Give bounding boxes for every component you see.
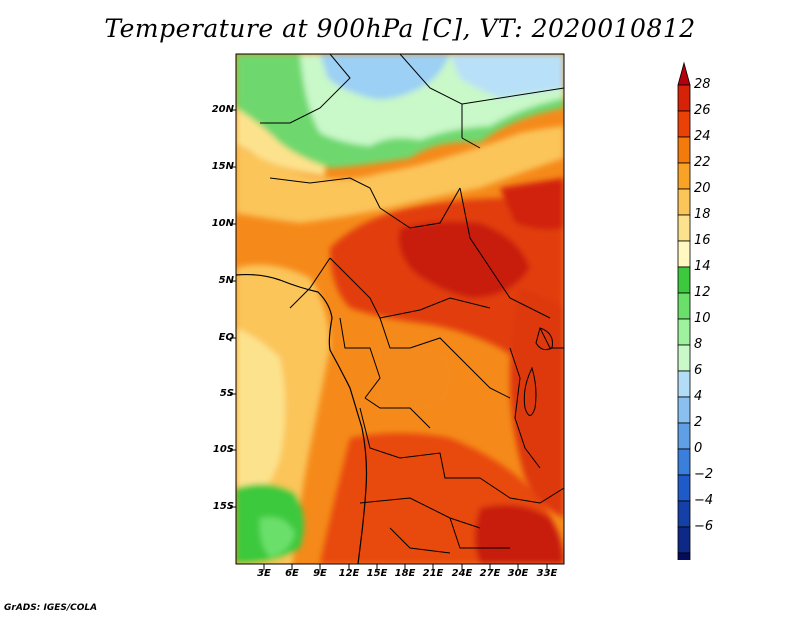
- colorbar-label-26: 26: [694, 103, 711, 118]
- colorbar-band: [677, 214, 691, 242]
- lon-label-6e: 6E: [285, 568, 299, 579]
- map-svg: [230, 53, 565, 570]
- colorbar-label-4: 4: [694, 389, 703, 404]
- colorbar-label-8: 8: [694, 337, 703, 352]
- lon-label-12e: 12E: [338, 568, 360, 579]
- lon-label-9e: 9E: [313, 568, 327, 579]
- coastline: [236, 273, 368, 564]
- lon-label-27e: 27E: [479, 568, 501, 579]
- colorbar-band: [677, 448, 691, 476]
- colorbar-band: [677, 110, 691, 138]
- map-frame: [235, 53, 565, 565]
- lat-label-5s: 5S: [219, 388, 234, 399]
- temperature-field: [236, 54, 564, 564]
- colorbar-band: [677, 370, 691, 398]
- colorbar-label-20: 20: [694, 181, 711, 196]
- colorbar-band: [677, 552, 691, 580]
- colorbar-band: [677, 344, 691, 372]
- lat-label-10n: 10N: [211, 218, 234, 229]
- colorbar-label-24: 24: [694, 129, 711, 144]
- colorbar-band: [677, 84, 691, 112]
- lon-label-33e: 33E: [536, 568, 558, 579]
- colorbar-label-0: 0: [694, 441, 703, 456]
- colorbar-band: [677, 240, 691, 268]
- lon-label-30e: 30E: [507, 568, 529, 579]
- lat-label-15n: 15N: [211, 161, 234, 172]
- colorbar-band: [677, 318, 691, 346]
- colorbar-band: [677, 500, 691, 528]
- colorbar-label-2: 2: [694, 415, 703, 430]
- colorbar-label-10: 10: [694, 311, 711, 326]
- colorbar-label-6: 6: [694, 363, 703, 378]
- colorbar-label-28: 28: [694, 77, 711, 92]
- colorbar-label-16: 16: [694, 233, 711, 248]
- temperature-map: 20N 15N 10N 5N EQ 5S 10S 15S 3E 6E 9E 12…: [180, 48, 600, 588]
- lat-label-5n: 5N: [218, 275, 234, 286]
- lon-label-15e: 15E: [366, 568, 388, 579]
- colorbar-band: [677, 188, 691, 216]
- colorbar-band: [677, 292, 691, 320]
- colorbar-band: [677, 162, 691, 190]
- colorbar-band: [677, 266, 691, 294]
- colorbar-label-minus2: −2: [694, 467, 714, 482]
- colorbar-label-14: 14: [694, 259, 711, 274]
- lat-label-10s: 10S: [212, 444, 234, 455]
- country-borders: [260, 54, 564, 554]
- colorbar-label-22: 22: [694, 155, 711, 170]
- colorbar-band: [677, 136, 691, 164]
- lat-label-eq: EQ: [218, 332, 234, 343]
- colorbar-band: [677, 526, 691, 554]
- colorbar-label-minus4: −4: [694, 493, 714, 508]
- lon-label-18e: 18E: [394, 568, 416, 579]
- lon-label-3e: 3E: [257, 568, 271, 579]
- chart-title: Temperature at 900hPa [C], VT: 202001081…: [104, 14, 696, 43]
- grads-credit: GrADS: IGES/COLA: [4, 603, 98, 613]
- colorbar-label-minus6: −6: [694, 519, 714, 534]
- colorbar-svg: [677, 61, 691, 603]
- colorbar: 28 26 24 22 20 18 16 14 12 10 8 6 4 2 0 …: [672, 60, 792, 603]
- colorbar-band: [677, 396, 691, 424]
- colorbar-label-12: 12: [694, 285, 711, 300]
- lat-label-15s: 15S: [212, 501, 234, 512]
- colorbar-band: [677, 422, 691, 450]
- lat-label-20n: 20N: [211, 104, 234, 115]
- lon-label-24e: 24E: [451, 568, 473, 579]
- colorbar-top-arrow: [677, 61, 691, 86]
- colorbar-label-18: 18: [694, 207, 711, 222]
- lon-label-21e: 21E: [422, 568, 444, 579]
- colorbar-band: [677, 474, 691, 502]
